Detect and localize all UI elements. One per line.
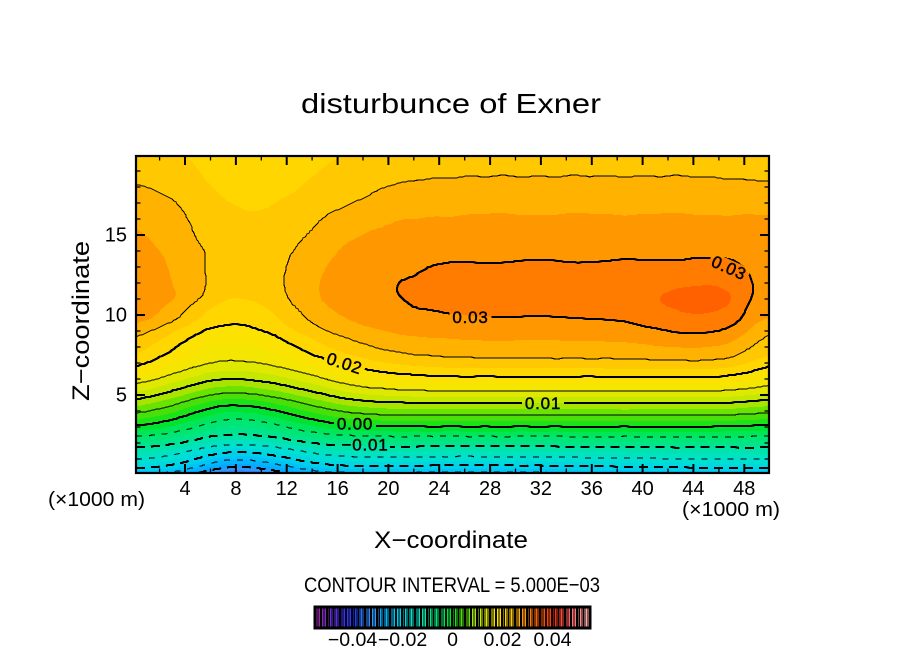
svg-text:0: 0 (447, 629, 458, 651)
svg-text:(×1000 m): (×1000 m) (48, 489, 145, 511)
svg-text:4: 4 (179, 478, 190, 500)
svg-text:0.02: 0.02 (484, 629, 522, 651)
svg-text:16: 16 (326, 478, 348, 500)
svg-text:28: 28 (479, 478, 501, 500)
svg-text:0.00: 0.00 (337, 415, 373, 434)
svg-text:−0.04: −0.04 (328, 629, 377, 651)
svg-text:15: 15 (105, 225, 127, 247)
svg-text:12: 12 (276, 478, 298, 500)
svg-text:5: 5 (116, 385, 127, 407)
svg-text:8: 8 (230, 478, 241, 500)
svg-text:20: 20 (377, 478, 399, 500)
svg-text:Z−coordinate: Z−coordinate (68, 241, 95, 401)
svg-text:36: 36 (581, 478, 603, 500)
svg-text:10: 10 (105, 305, 127, 327)
svg-text:(×1000 m): (×1000 m) (682, 499, 780, 521)
svg-text:0.03: 0.03 (452, 308, 488, 327)
svg-text:40: 40 (631, 478, 653, 500)
svg-text:48: 48 (733, 478, 755, 500)
svg-text:0.04: 0.04 (534, 629, 572, 651)
svg-text:−0.01: −0.01 (341, 436, 388, 455)
svg-text:CONTOUR INTERVAL = 5.000E−03: CONTOUR INTERVAL = 5.000E−03 (304, 573, 600, 597)
svg-text:disturbunce of Exner: disturbunce of Exner (301, 88, 601, 119)
svg-text:32: 32 (530, 478, 552, 500)
svg-text:X−coordinate: X−coordinate (374, 527, 528, 554)
svg-text:0.01: 0.01 (525, 394, 561, 413)
svg-text:−0.02: −0.02 (378, 629, 427, 651)
svg-text:44: 44 (682, 478, 704, 500)
svg-text:24: 24 (428, 478, 450, 500)
